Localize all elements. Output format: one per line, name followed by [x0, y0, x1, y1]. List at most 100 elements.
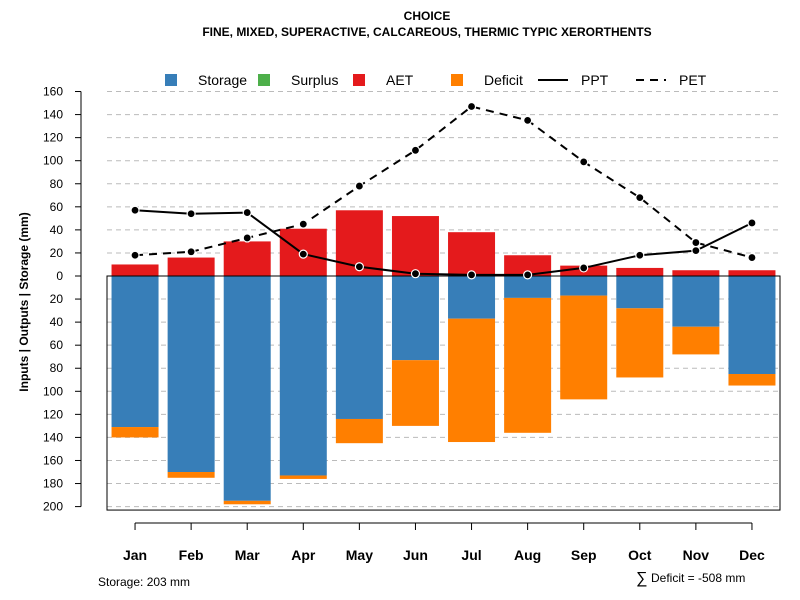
y-tick-label: 100	[43, 384, 63, 398]
bar-storage-aug	[504, 276, 552, 298]
bar-storage-oct	[616, 276, 664, 309]
pet-point-oct	[635, 192, 645, 203]
ppt-point-nov	[691, 246, 701, 256]
bar-deficit-jan	[111, 427, 159, 438]
pet-point-jul	[466, 101, 477, 112]
pet-point-feb	[186, 247, 196, 257]
bar-deficit-feb	[167, 472, 215, 478]
bar-aet-dec	[728, 270, 776, 276]
bar-aet-jun	[391, 216, 439, 276]
y-tick-label: 0	[56, 269, 63, 283]
bar-storage-apr	[279, 276, 327, 476]
ppt-point-feb	[186, 209, 196, 219]
y-tick-label: 140	[43, 430, 63, 444]
ppt-point-aug	[523, 270, 533, 280]
y-tick-label: 160	[43, 85, 63, 99]
bar-storage-jun	[391, 276, 439, 361]
bar-aet-nov	[672, 270, 720, 276]
y-tick-label: 100	[43, 154, 63, 168]
legend-label-ppt: PPT	[581, 72, 609, 88]
legend-label-deficit: Deficit	[484, 72, 523, 88]
y-tick-label: 40	[50, 223, 64, 237]
ppt-point-may	[354, 262, 364, 272]
gridlines	[107, 91, 780, 508]
deficit-footnote: Deficit = -508 mm	[651, 571, 745, 585]
pet-point-apr	[298, 219, 308, 229]
bar-aet-mar	[223, 241, 271, 276]
y-tick-label: 20	[50, 292, 64, 306]
pet-point-mar	[242, 233, 252, 243]
y-tick-label: 140	[43, 108, 63, 122]
y-tick-label: 20	[50, 246, 64, 260]
x-tick-label-oct: Oct	[628, 547, 652, 563]
bar-deficit-dec	[728, 374, 776, 386]
bar-storage-mar	[223, 276, 271, 501]
bar-storage-feb	[167, 276, 215, 473]
x-tick-label-jun: Jun	[403, 547, 428, 563]
ppt-line	[134, 209, 753, 276]
y-tick-label: 200	[43, 500, 63, 514]
legend-swatch-surplus	[258, 74, 270, 86]
bars	[106, 210, 781, 511]
storage-footnote: Storage: 203 mm	[98, 575, 190, 589]
bar-deficit-apr	[279, 475, 327, 479]
y-tick-label: 120	[43, 131, 63, 145]
bar-storage-sep	[560, 276, 608, 296]
bar-deficit-aug	[504, 297, 552, 433]
pet-point-jun	[410, 145, 421, 155]
y-tick-label: 40	[50, 315, 64, 329]
x-tick-label-sep: Sep	[571, 547, 597, 563]
pet-line	[134, 105, 753, 259]
y-tick-label: 60	[50, 200, 64, 214]
legend-label-storage: Storage	[198, 72, 247, 88]
ppt-point-dec	[747, 218, 757, 228]
bar-storage-jul	[448, 276, 496, 319]
bar-deficit-may	[335, 418, 383, 444]
bar-deficit-jul	[448, 318, 496, 443]
sigma-symbol: ∑	[636, 570, 647, 587]
ppt-point-apr	[298, 249, 308, 259]
bar-aet-jul	[448, 232, 496, 276]
x-tick-label-feb: Feb	[179, 547, 204, 563]
lines	[130, 101, 757, 280]
bar-deficit-nov	[672, 326, 720, 355]
pet-point-may	[354, 181, 364, 191]
y-tick-label: 60	[50, 338, 64, 352]
x-tick-label-jul: Jul	[461, 547, 481, 563]
y-tick-label: 180	[43, 477, 63, 491]
y-tick-label: 160	[43, 453, 63, 467]
ppt-point-sep	[579, 263, 589, 273]
legend-swatch-aet	[353, 74, 365, 86]
y-tick-label: 120	[43, 407, 63, 421]
ppt-point-jan	[130, 205, 140, 215]
legend-label-aet: AET	[386, 72, 414, 88]
legend-label-pet: PET	[679, 72, 707, 88]
x-tick-label-nov: Nov	[683, 547, 710, 563]
ppt-point-mar	[242, 207, 252, 218]
x-tick-label-mar: Mar	[235, 547, 260, 563]
pet-point-dec	[747, 252, 757, 263]
ppt-point-jun	[410, 269, 421, 279]
bar-deficit-sep	[560, 295, 608, 400]
bar-storage-nov	[672, 276, 720, 327]
x-tick-label-may: May	[346, 547, 373, 563]
bar-aet-aug	[504, 255, 552, 276]
y-tick-label: 80	[50, 177, 64, 191]
legend: Storage Surplus AET Deficit PPT PET	[165, 72, 707, 88]
pet-point-aug	[523, 115, 533, 125]
y-axis-label: Inputs | Outputs | Storage (mm)	[17, 212, 31, 391]
bar-aet-oct	[616, 267, 664, 276]
legend-label-surplus: Surplus	[291, 72, 338, 88]
bar-aet-feb	[167, 257, 215, 276]
bar-deficit-mar	[223, 500, 271, 505]
y-tick-label: 80	[50, 361, 64, 375]
bar-storage-dec	[728, 276, 776, 375]
x-tick-label-aug: Aug	[514, 547, 541, 563]
x-tick-label-dec: Dec	[739, 547, 765, 563]
chart-title: CHOICE	[404, 9, 451, 23]
bar-aet-jan	[111, 264, 159, 276]
legend-swatch-storage	[165, 74, 177, 86]
bar-deficit-jun	[391, 360, 439, 426]
bar-storage-may	[335, 276, 383, 419]
